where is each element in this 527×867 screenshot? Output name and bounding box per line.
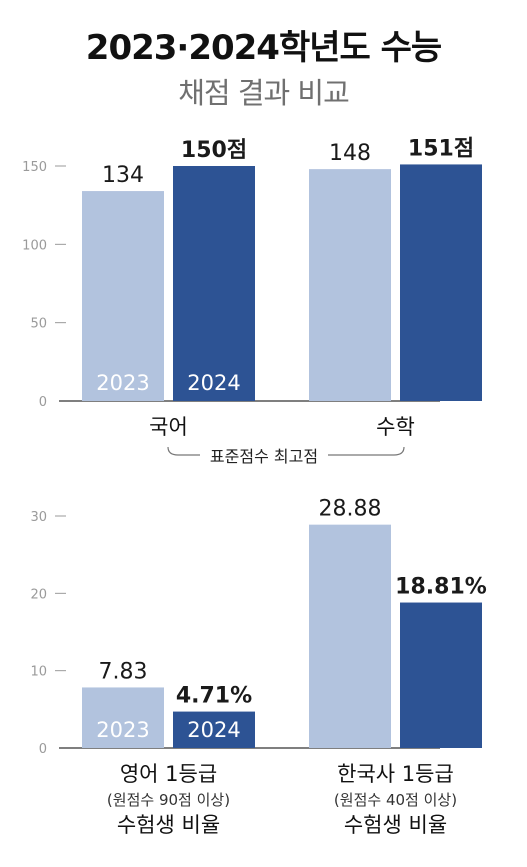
bar-year-label: 2023 xyxy=(96,718,149,742)
y-tick-label: 20 xyxy=(30,587,47,602)
data-label: 134 xyxy=(102,163,144,188)
data-label: 28.88 xyxy=(319,497,382,522)
category-note: (원점수 40점 이상) xyxy=(334,791,457,809)
category-label: 국어 xyxy=(149,415,188,439)
bar-year-label: 2023 xyxy=(96,371,149,395)
bar-2024 xyxy=(400,164,482,401)
y-tick-label: 0 xyxy=(39,742,47,757)
bar-2023 xyxy=(82,687,164,748)
category-label: 한국사 1등급 xyxy=(337,762,454,786)
group-label: 표준점수 최고점 xyxy=(210,447,318,466)
y-tick-label: 150 xyxy=(22,160,47,175)
bar-2024 xyxy=(173,166,255,401)
bracket-left xyxy=(167,446,200,456)
bar-2023 xyxy=(309,524,391,748)
category-footer: 수험생 비율 xyxy=(117,813,220,837)
category-footer: 수험생 비율 xyxy=(344,813,447,837)
y-tick-label: 0 xyxy=(39,395,47,410)
y-tick-label: 100 xyxy=(22,238,47,253)
chart-subtitle: 채점 결과 비교 xyxy=(178,76,350,110)
category-note: (원점수 90점 이상) xyxy=(107,791,230,809)
data-label: 4.71% xyxy=(176,684,252,709)
bar-year-label: 2024 xyxy=(187,718,240,742)
data-label: 151점 xyxy=(408,136,474,161)
y-tick-label: 30 xyxy=(30,510,47,525)
bar-2023 xyxy=(82,191,164,401)
category-label: 영어 1등급 xyxy=(120,762,217,786)
data-label: 150점 xyxy=(181,138,247,163)
bar-2024 xyxy=(400,602,482,748)
bar-2024 xyxy=(173,711,255,748)
y-tick-label: 50 xyxy=(30,317,47,332)
category-label: 수학 xyxy=(376,415,415,439)
data-label: 18.81% xyxy=(395,575,487,600)
bar-2023 xyxy=(309,169,391,401)
data-label: 7.83 xyxy=(99,659,148,684)
bar-year-label: 2024 xyxy=(187,371,240,395)
y-tick-label: 10 xyxy=(30,665,47,680)
chart-title: 2023·2024학년도 수능 xyxy=(85,28,442,68)
data-label: 148 xyxy=(329,141,371,166)
bracket-right xyxy=(328,446,405,456)
